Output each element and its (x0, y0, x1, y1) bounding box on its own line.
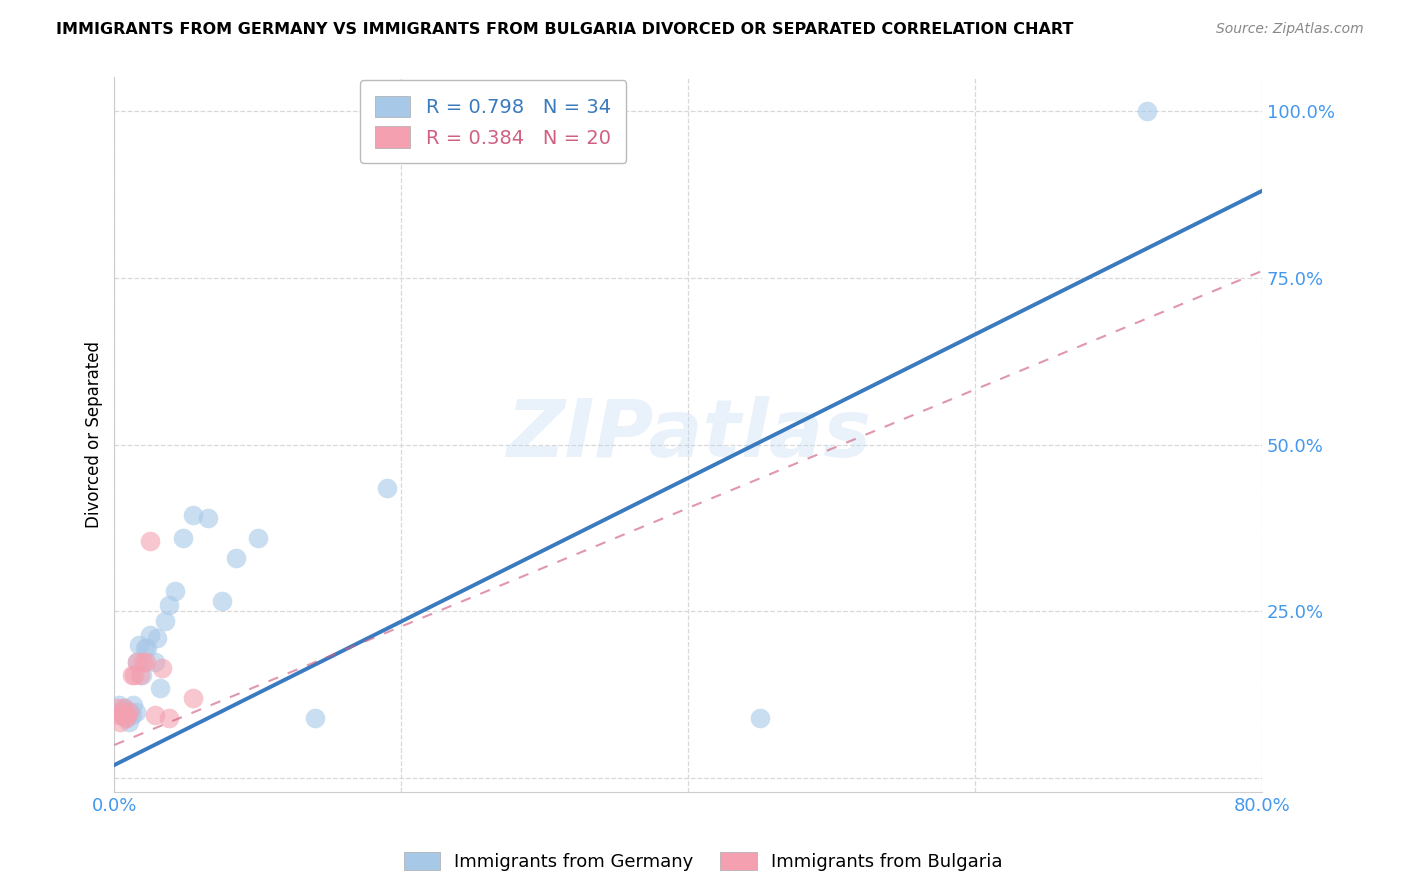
Point (150, 661, 173, 675)
Point (107, 698, 129, 712)
Point (121, 707, 143, 722)
Point (118, 705, 141, 719)
Point (124, 668, 146, 682)
Point (139, 534, 162, 549)
Point (117, 707, 139, 722)
Point (128, 638, 150, 652)
Point (132, 655, 155, 669)
Point (129, 668, 152, 682)
Point (181, 508, 204, 522)
Point (127, 655, 149, 669)
Point (181, 691, 204, 706)
Point (107, 707, 129, 722)
Point (748, 711, 770, 725)
Point (163, 584, 186, 599)
Point (197, 511, 219, 525)
Point (114, 701, 136, 715)
Point (120, 705, 142, 719)
Point (146, 631, 169, 645)
Text: ZIPatlas: ZIPatlas (506, 395, 870, 474)
Point (114, 701, 136, 715)
Point (117, 707, 139, 722)
Point (108, 705, 131, 719)
Legend: Immigrants from Germany, Immigrants from Bulgaria: Immigrants from Germany, Immigrants from… (396, 845, 1010, 879)
Point (211, 594, 233, 608)
Point (105, 701, 128, 715)
Point (246, 531, 269, 545)
Point (134, 641, 156, 656)
Text: Source: ZipAtlas.com: Source: ZipAtlas.com (1216, 22, 1364, 37)
Point (153, 615, 176, 629)
Point (131, 668, 153, 682)
Point (111, 707, 134, 722)
Point (127, 655, 149, 669)
Point (157, 711, 180, 725)
Point (115, 711, 138, 725)
Point (304, 711, 326, 725)
Point (108, 714, 131, 729)
Point (157, 598, 180, 612)
Point (1136, 103, 1159, 118)
Point (122, 698, 145, 712)
Legend: R = 0.798   N = 34, R = 0.384   N = 20: R = 0.798 N = 34, R = 0.384 N = 20 (360, 80, 627, 163)
Point (110, 707, 132, 722)
Point (143, 655, 166, 669)
Point (125, 705, 148, 719)
Point (149, 681, 172, 696)
Point (121, 668, 143, 682)
Point (139, 628, 162, 642)
Point (225, 551, 247, 566)
Point (135, 655, 157, 669)
Text: IMMIGRANTS FROM GERMANY VS IMMIGRANTS FROM BULGARIA DIVORCED OR SEPARATED CORREL: IMMIGRANTS FROM GERMANY VS IMMIGRANTS FR… (56, 22, 1074, 37)
Point (136, 641, 159, 656)
Point (111, 705, 134, 719)
Point (110, 705, 132, 719)
Point (115, 711, 138, 725)
Y-axis label: Divorced or Separated: Divorced or Separated (86, 341, 103, 528)
Point (375, 481, 398, 495)
Point (143, 707, 166, 722)
Point (172, 531, 194, 545)
Point (118, 714, 141, 729)
